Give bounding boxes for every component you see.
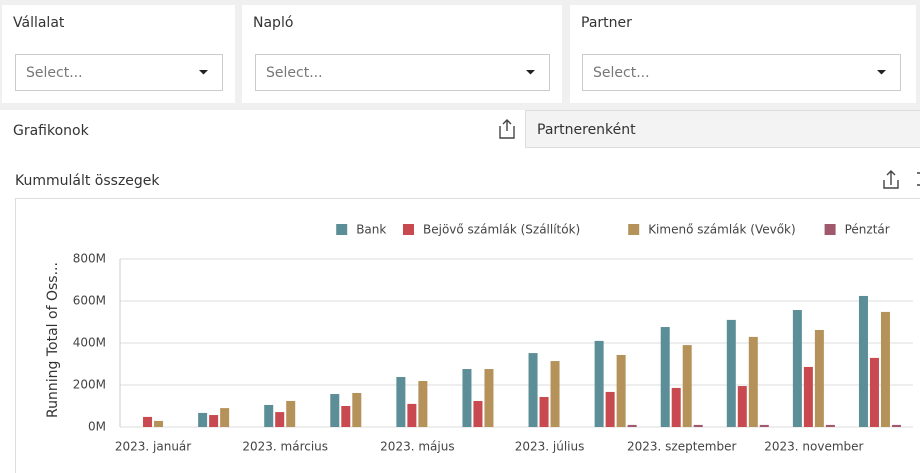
bar [407, 403, 417, 427]
y-tick-label: 400M [73, 336, 106, 350]
placeholder: Select... [26, 65, 83, 81]
placeholder: Select... [266, 65, 323, 81]
bar [627, 424, 637, 427]
legend-swatch [824, 224, 836, 235]
bar [484, 369, 494, 427]
x-tick-label: 2023. szeptember [627, 440, 736, 454]
y-tick-label: 600M [73, 294, 106, 308]
bar [891, 424, 901, 427]
y-tick-label: 0M [88, 420, 106, 434]
legend-label: Pénztár [845, 223, 890, 237]
x-tick-label: 2023. május [380, 440, 454, 454]
bar [869, 357, 879, 427]
legend-swatch [628, 224, 640, 235]
bar [803, 366, 813, 427]
y-tick-label: 200M [73, 378, 106, 392]
tab-label: Grafikonok [13, 123, 90, 139]
filter-label: Vállalat [13, 15, 65, 31]
x-tick-label: 2023. január [115, 440, 191, 454]
legend-label: Bank [356, 223, 386, 237]
filter-label: Partner [581, 15, 632, 31]
select[interactable] [15, 54, 223, 91]
select[interactable] [255, 54, 550, 91]
bar [682, 345, 692, 427]
bar [605, 391, 615, 427]
bar [198, 412, 208, 427]
bar [693, 424, 703, 427]
bar [143, 416, 153, 427]
panel-title: Kummulált összegek [15, 173, 160, 189]
bar [286, 400, 296, 427]
bar [858, 295, 868, 427]
dropdown-arrow [526, 70, 535, 75]
bar [209, 415, 219, 427]
bar [759, 424, 769, 427]
tab[interactable] [525, 110, 920, 148]
bar [594, 340, 604, 427]
bar [792, 310, 802, 427]
bar [341, 406, 351, 427]
y-tick-label: 800M [73, 252, 106, 266]
chart: 0M 200M 400M 600M 800M 2023. január 2023. márc… [73, 223, 913, 454]
placeholder: Select... [593, 65, 650, 81]
filter-card: Vállalat Select... [2, 5, 235, 103]
filter-card: Napló Select... [242, 5, 562, 103]
share-icon[interactable] [883, 170, 899, 189]
tab-label: Partnerenként [537, 122, 636, 138]
bar [330, 394, 340, 427]
y-axis-label: Running Total of Oss... [45, 262, 61, 418]
bar [814, 329, 824, 427]
bar [264, 404, 274, 427]
bar [352, 392, 362, 427]
bar [539, 396, 549, 427]
bar [220, 408, 230, 427]
chart-frame [15, 198, 920, 473]
bar [880, 311, 890, 427]
legend-swatch [336, 224, 348, 235]
filter-label: Napló [253, 15, 293, 31]
bar [473, 400, 483, 427]
bar [528, 353, 538, 427]
x-tick-label: 2023. március [242, 440, 328, 454]
bar [671, 387, 681, 427]
x-tick-label: 2023. november [764, 440, 863, 454]
bar [396, 377, 406, 427]
bar [616, 354, 626, 427]
bar [660, 327, 670, 427]
bar [748, 336, 758, 427]
bar [726, 319, 736, 427]
legend-swatch [403, 224, 414, 235]
bar [154, 420, 164, 427]
bar [737, 386, 747, 427]
bar [825, 424, 835, 427]
bar [462, 369, 472, 427]
filter-card: Partner Select... [570, 5, 916, 103]
bar [275, 412, 285, 427]
share-icon[interactable] [499, 119, 515, 139]
dropdown-arrow [877, 70, 886, 75]
legend-label: Bejövő számlák (Szállítók) [423, 223, 580, 237]
x-tick-label: 2023. július [515, 440, 585, 454]
bar [418, 381, 428, 427]
legend-label: Kimenő számlák (Vevők) [648, 223, 796, 237]
dropdown-arrow [199, 70, 208, 75]
select[interactable] [582, 54, 901, 91]
bar [550, 361, 560, 427]
